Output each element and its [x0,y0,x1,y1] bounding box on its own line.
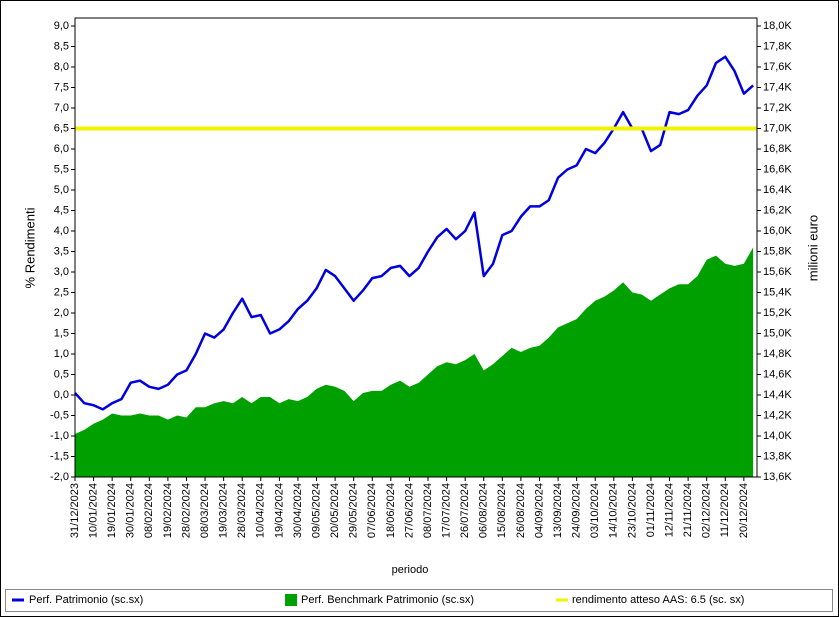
x-tick-label: 11/12/2024 [719,483,731,537]
y2-tick-label: 16,2K [763,204,792,216]
x-tick-label: 30/01/2024 [125,483,137,538]
y-tick-label: 5,5 [54,163,69,175]
y-tick-label: 7,5 [54,81,69,93]
y-tick-label: 4,0 [54,225,69,237]
x-tick-label: 03/10/2024 [589,483,601,538]
y-tick-label: 6,5 [54,122,69,134]
y-tick-label: 9,0 [54,20,69,32]
legend-label: rendimento atteso AAS: 6.5 (sc. sx) [572,594,744,606]
x-tick-label: 23/10/2024 [626,483,638,538]
x-tick-label: 31/12/2023 [69,483,81,538]
x-tick-label: 28/02/2024 [180,483,192,538]
legend-box [5,589,833,612]
y2-tick-label: 13,6K [763,471,792,483]
x-tick-label: 19/01/2024 [106,483,118,538]
y2-tick-label: 16,0K [763,225,792,237]
y2-tick-label: 18,0K [763,20,792,32]
y2-tick-label: 16,4K [763,184,792,196]
y2-tick-label: 14,4K [763,389,792,401]
y2-tick-label: 15,6K [763,266,792,278]
x-tick-label: 17/07/2024 [440,483,452,538]
y-tick-label: 2,5 [54,286,69,298]
legend-label: Perf. Benchmark Patrimonio (sc.sx) [301,594,474,606]
y2-tick-label: 17,6K [763,61,792,73]
y2-tick-label: 17,0K [763,122,792,134]
y-tick-label: 0,0 [54,389,69,401]
x-tick-label: 01/11/2024 [645,483,657,537]
x-tick-label: 19/04/2024 [273,483,285,538]
x-tick-label: 29/05/2024 [348,483,360,538]
y-tick-label: 5,0 [54,184,69,196]
x-tick-label: 27/06/2024 [403,483,415,538]
legend-swatch [285,594,297,606]
y-tick-label: 8,0 [54,61,69,73]
x-tick-label: 30/04/2024 [292,483,304,538]
x-tick-label: 20/05/2024 [329,483,341,538]
x-tick-label: 06/08/2024 [478,483,490,538]
x-tick-label: 08/03/2024 [199,483,211,538]
x-axis-title: periodo [392,564,429,576]
y2-tick-label: 14,0K [763,430,792,442]
x-tick-label: 04/09/2024 [533,483,545,538]
y-axis-title: % Rendimenti [22,207,37,288]
y2-tick-label: 15,2K [763,307,792,319]
x-tick-label: 07/06/2024 [366,483,378,538]
y2-tick-label: 14,2K [763,409,792,421]
x-tick-label: 15/08/2024 [496,483,508,538]
x-tick-label: 26/07/2024 [459,483,471,538]
x-tick-label: 13/09/2024 [552,483,564,538]
y2-tick-label: 15,4K [763,286,792,298]
y2-tick-label: 17,8K [763,40,792,52]
y-tick-label: 7,0 [54,102,69,114]
y-tick-label: 3,0 [54,266,69,278]
y-tick-label: -1,0 [50,430,69,442]
y-tick-label: -2,0 [50,471,69,483]
y-tick-label: 1,5 [54,327,69,339]
y-tick-label: 8,5 [54,40,69,52]
y-tick-label: 3,5 [54,245,69,257]
x-tick-label: 09/05/2024 [310,483,322,538]
x-tick-label: 08/07/2024 [422,483,434,538]
x-tick-label: 24/09/2024 [571,483,583,538]
x-tick-label: 12/11/2024 [663,483,675,537]
y2-tick-label: 14,6K [763,368,792,380]
y2-tick-label: 15,8K [763,245,792,257]
y2-tick-label: 15,0K [763,327,792,339]
benchmark-area [75,247,754,477]
x-tick-label: 18/06/2024 [385,483,397,538]
y2-tick-label: 17,2K [763,102,792,114]
x-tick-label: 08/02/2024 [143,483,155,538]
x-tick-label: 20/12/2024 [738,483,750,538]
y-tick-label: 6,0 [54,143,69,155]
x-tick-label: 14/10/2024 [608,483,620,538]
x-tick-label: 10/01/2024 [87,483,99,538]
y-tick-label: 1,0 [54,348,69,360]
y2-tick-label: 13,8K [763,450,792,462]
x-tick-label: 19/03/2024 [218,483,230,538]
x-tick-label: 21/11/2024 [682,483,694,537]
x-tick-label: 02/12/2024 [701,483,713,538]
y-tick-label: 0,5 [54,368,69,380]
y-tick-label: -0,5 [50,409,69,421]
y-tick-label: -1,5 [50,450,69,462]
x-tick-label: 19/02/2024 [162,483,174,538]
y2-tick-label: 17,4K [763,81,792,93]
y2-tick-label: 16,8K [763,143,792,155]
x-tick-label: 28/03/2024 [236,483,248,538]
y2-tick-label: 16,6K [763,163,792,175]
x-tick-label: 26/08/2024 [515,483,527,538]
y2-tick-label: 14,8K [763,348,792,360]
y2-axis-title: milioni euro [805,215,820,281]
plot-frame [74,17,758,478]
legend-label: Perf. Patrimonio (sc.sx) [29,594,143,606]
x-tick-label: 10/04/2024 [255,483,267,538]
y-tick-label: 2,0 [54,307,69,319]
y-tick-label: 4,5 [54,204,69,216]
